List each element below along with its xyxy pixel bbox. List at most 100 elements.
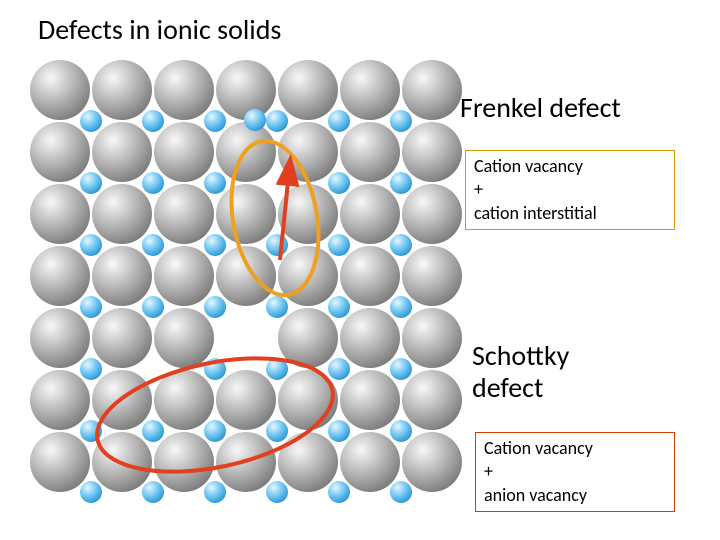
cation-atom [328,420,350,442]
schottky-heading-text2: defect [472,372,569,404]
anion-atom [278,60,338,120]
anion-atom [402,432,462,492]
anion-atom [92,308,152,368]
anion-atom [402,60,462,120]
anion-atom [278,308,338,368]
page-title: Defects in ionic solids [38,12,281,47]
anion-atom [402,370,462,430]
anion-atom [154,60,214,120]
cation-atom [328,481,350,503]
cation-atom [266,358,288,380]
anion-atom [340,370,400,430]
cation-atom [328,234,350,256]
anion-atom [216,184,276,244]
anion-atom [92,246,152,306]
anion-atom [30,432,90,492]
anion-atom [92,122,152,182]
cation-atom [390,420,412,442]
cation-atom [390,358,412,380]
cation-atom [204,481,226,503]
anion-atom [30,60,90,120]
anion-atom [278,184,338,244]
schottky-heading-text1: Schottky [472,340,569,372]
schottky-description-box: Cation vacancy + anion vacancy [475,432,675,512]
cation-atom [80,296,102,318]
interstitial-cation [244,109,266,131]
anion-atom [278,370,338,430]
anion-atom [340,308,400,368]
cation-atom [80,420,102,442]
anion-atom [30,184,90,244]
frenkel-heading-text: Frenkel defect [460,90,621,125]
anion-atom [340,60,400,120]
frenkel-heading: Frenkel defect [460,90,621,125]
cation-atom [204,358,226,380]
schottky-line1: Cation vacancy [484,437,666,460]
schottky-line2: + [484,460,666,483]
anion-atom [278,122,338,182]
anion-atom [216,60,276,120]
anion-atom [154,246,214,306]
anion-atom [278,246,338,306]
anion-atom [30,370,90,430]
cation-atom [204,420,226,442]
anion-atom [402,184,462,244]
cation-atom [266,481,288,503]
anion-atom [402,122,462,182]
anion-atom [278,432,338,492]
frenkel-description-box: Cation vacancy + cation interstitial [465,150,675,230]
cation-atom [80,172,102,194]
cation-atom [390,481,412,503]
cation-atom [328,358,350,380]
cation-atom [328,172,350,194]
anion-atom [402,308,462,368]
anion-atom [92,370,152,430]
cation-atom [142,234,164,256]
anion-atom [154,308,214,368]
frenkel-line2: + [474,178,666,201]
cation-atom [390,296,412,318]
anion-atom [30,246,90,306]
anion-atom [340,122,400,182]
cation-atom [266,296,288,318]
anion-atom [92,60,152,120]
cation-atom [266,234,288,256]
cation-atom [204,296,226,318]
cation-atom [390,110,412,132]
cation-atom [328,110,350,132]
cation-atom [80,481,102,503]
cation-atom [80,358,102,380]
cation-atom [142,481,164,503]
anion-atom [154,184,214,244]
anion-atom [92,184,152,244]
schottky-heading: Schottky defect [472,340,569,404]
anion-atom [340,184,400,244]
cation-atom [390,172,412,194]
anion-atom [30,308,90,368]
cation-atom [390,234,412,256]
anion-atom [154,122,214,182]
cation-atom [266,420,288,442]
anion-atom [216,122,276,182]
anion-atom [216,370,276,430]
frenkel-line3: cation interstitial [474,202,666,225]
anion-atom [402,246,462,306]
cation-atom [266,110,288,132]
cation-atom [142,110,164,132]
title-text: Defects in ionic solids [38,12,281,47]
cation-atom [80,110,102,132]
anion-atom [30,122,90,182]
anion-atom [340,432,400,492]
cation-atom [204,110,226,132]
cation-atom [142,420,164,442]
cation-atom [204,172,226,194]
anion-atom [216,432,276,492]
anion-atom [340,246,400,306]
anion-atom [154,370,214,430]
anion-atom [154,432,214,492]
cation-atom [328,296,350,318]
cation-atom [204,234,226,256]
schottky-line3: anion vacancy [484,484,666,507]
cation-atom [80,234,102,256]
frenkel-line1: Cation vacancy [474,155,666,178]
